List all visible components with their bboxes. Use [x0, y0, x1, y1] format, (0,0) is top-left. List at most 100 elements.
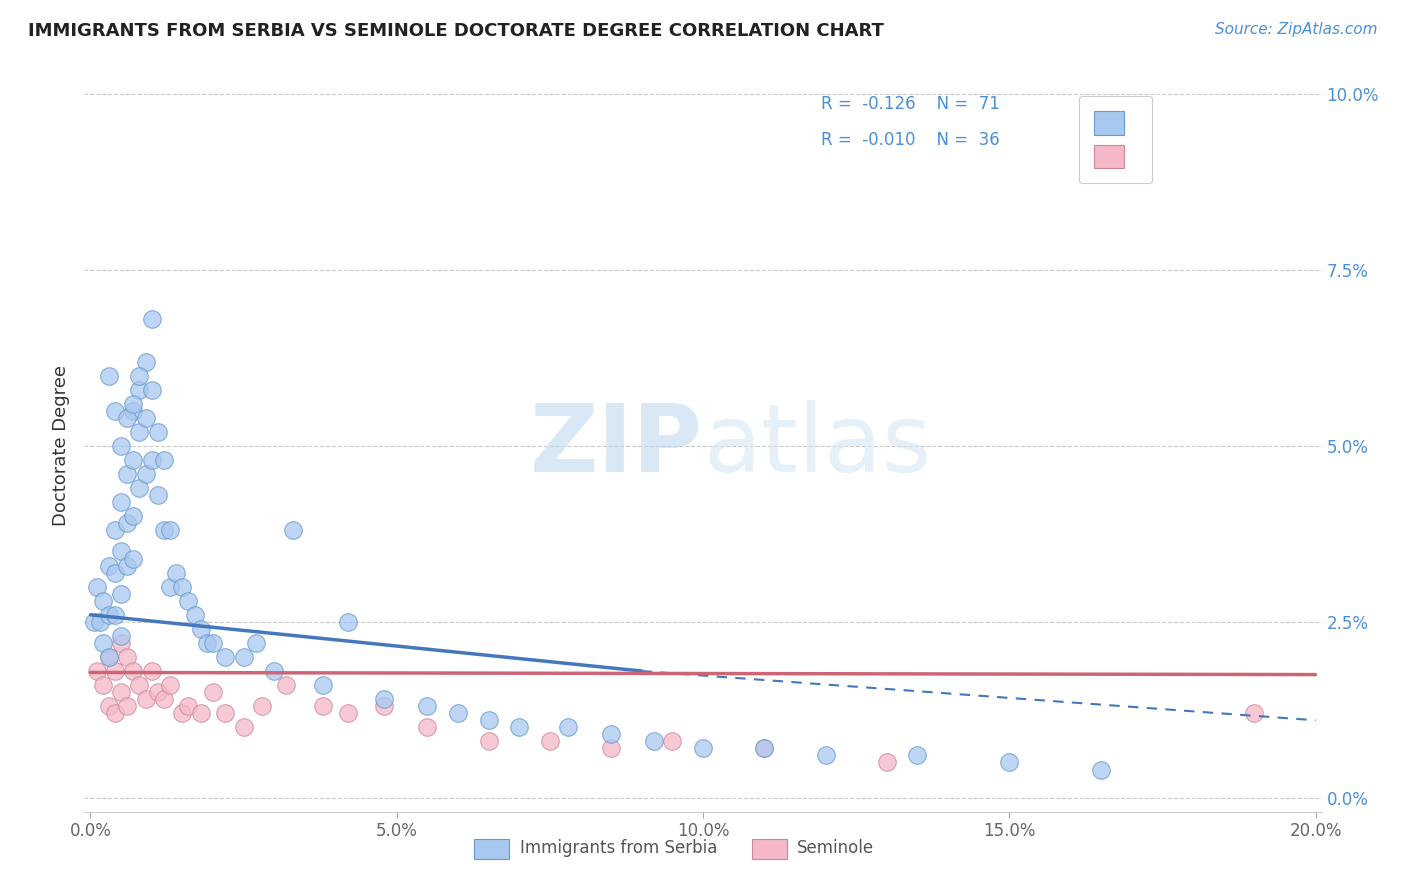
Point — [86, 664, 108, 678]
Point — [172, 706, 194, 721]
Point — [172, 580, 194, 594]
Point — [97, 650, 120, 665]
Point — [141, 312, 163, 326]
Point — [159, 678, 181, 692]
Point — [214, 650, 236, 665]
Point — [115, 516, 138, 531]
Point — [692, 741, 714, 756]
Text: Seminole: Seminole — [797, 839, 875, 857]
Point — [110, 629, 132, 643]
Point — [373, 692, 395, 706]
Point — [110, 439, 132, 453]
Point — [135, 354, 157, 368]
Text: ZIP: ZIP — [530, 400, 703, 492]
Point — [128, 383, 150, 397]
Text: R =  -0.126    N =  71: R = -0.126 N = 71 — [821, 95, 1000, 112]
Point — [141, 664, 163, 678]
Point — [336, 706, 359, 721]
Point — [115, 410, 138, 425]
Point — [263, 664, 285, 678]
Point — [115, 699, 138, 714]
Point — [754, 741, 776, 756]
Point — [128, 368, 150, 383]
Point — [104, 706, 127, 721]
Point — [232, 650, 254, 665]
Point — [190, 706, 212, 721]
Point — [91, 636, 114, 650]
Point — [447, 706, 470, 721]
Point — [104, 404, 127, 418]
Point — [122, 551, 145, 566]
Point — [97, 368, 120, 383]
Point — [232, 720, 254, 734]
Point — [153, 692, 176, 706]
Point — [146, 488, 169, 502]
Point — [416, 699, 439, 714]
Point — [478, 734, 501, 748]
Point — [245, 636, 267, 650]
Point — [110, 544, 132, 558]
Point — [141, 453, 163, 467]
Point — [508, 720, 530, 734]
Point — [122, 509, 145, 524]
Point — [159, 580, 181, 594]
Point — [201, 636, 224, 650]
Point — [557, 720, 579, 734]
Point — [1243, 706, 1265, 721]
Point — [110, 685, 132, 699]
Point — [190, 622, 212, 636]
Text: Source: ZipAtlas.com: Source: ZipAtlas.com — [1215, 22, 1378, 37]
Point — [1090, 763, 1112, 777]
Point — [104, 566, 127, 580]
FancyBboxPatch shape — [474, 838, 509, 859]
Point — [128, 678, 150, 692]
Point — [146, 685, 169, 699]
Point — [538, 734, 561, 748]
Point — [183, 607, 205, 622]
Point — [91, 593, 114, 607]
Point — [146, 425, 169, 439]
Point — [600, 741, 623, 756]
Point — [83, 615, 105, 629]
Legend: , : , — [1080, 96, 1153, 183]
Point — [97, 558, 120, 573]
Point — [115, 650, 138, 665]
Point — [159, 524, 181, 538]
Point — [312, 699, 335, 714]
FancyBboxPatch shape — [752, 838, 787, 859]
Point — [177, 593, 200, 607]
Text: atlas: atlas — [703, 400, 931, 492]
Point — [104, 664, 127, 678]
Point — [478, 714, 501, 728]
Point — [110, 587, 132, 601]
Point — [373, 699, 395, 714]
Point — [165, 566, 187, 580]
Point — [201, 685, 224, 699]
Point — [754, 741, 776, 756]
Point — [115, 558, 138, 573]
Point — [122, 404, 145, 418]
Text: IMMIGRANTS FROM SERBIA VS SEMINOLE DOCTORATE DEGREE CORRELATION CHART: IMMIGRANTS FROM SERBIA VS SEMINOLE DOCTO… — [28, 22, 884, 40]
Point — [122, 453, 145, 467]
Point — [89, 615, 111, 629]
Point — [177, 699, 200, 714]
Point — [336, 615, 359, 629]
Point — [600, 727, 623, 741]
Point — [153, 453, 176, 467]
Point — [104, 607, 127, 622]
Point — [135, 692, 157, 706]
Point — [128, 425, 150, 439]
Point — [128, 481, 150, 495]
Point — [250, 699, 273, 714]
Point — [141, 383, 163, 397]
Point — [312, 678, 335, 692]
Point — [110, 636, 132, 650]
Point — [110, 495, 132, 509]
Point — [122, 664, 145, 678]
Point — [135, 410, 157, 425]
Point — [214, 706, 236, 721]
Point — [195, 636, 218, 650]
Point — [97, 699, 120, 714]
Point — [643, 734, 665, 748]
Point — [86, 580, 108, 594]
